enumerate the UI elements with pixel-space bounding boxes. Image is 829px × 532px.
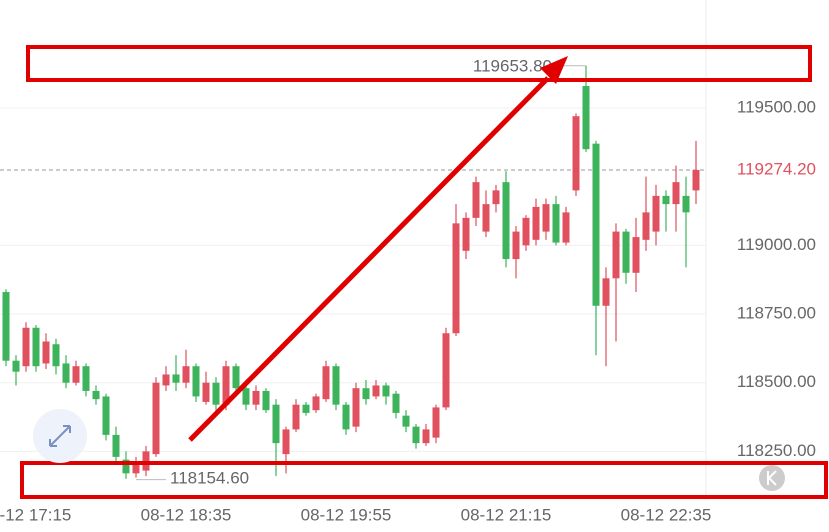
candle-body bbox=[332, 366, 340, 405]
candle-body bbox=[622, 231, 630, 273]
candle-body bbox=[422, 429, 430, 444]
candle-body bbox=[202, 382, 210, 402]
candle-body bbox=[542, 204, 550, 232]
candle-body bbox=[242, 388, 250, 405]
candle-body bbox=[632, 237, 640, 273]
x-tick-label: 08-12 18:35 bbox=[141, 505, 232, 524]
candle-body bbox=[172, 374, 180, 383]
candle-body bbox=[682, 195, 690, 213]
candle-body bbox=[252, 390, 260, 405]
candle-body bbox=[472, 182, 480, 218]
candle-body bbox=[482, 204, 490, 232]
candle-body bbox=[322, 366, 330, 400]
candle-body bbox=[112, 434, 120, 457]
candle-body bbox=[152, 382, 160, 455]
candle-body bbox=[282, 429, 290, 455]
arrow-head bbox=[540, 56, 568, 84]
candle-body bbox=[52, 344, 60, 367]
y-tick-label: 118750.00 bbox=[737, 303, 816, 322]
candle-body bbox=[2, 292, 10, 361]
candle-body bbox=[442, 333, 450, 408]
candle-body bbox=[192, 366, 200, 397]
candle-body bbox=[552, 204, 560, 243]
candle-body bbox=[22, 327, 30, 367]
candle-body bbox=[362, 388, 370, 400]
candle-body bbox=[72, 366, 80, 383]
candle-body bbox=[302, 404, 310, 413]
candle-body bbox=[672, 182, 680, 205]
y-tick-label: 118500.00 bbox=[737, 372, 816, 391]
candle-body bbox=[372, 385, 380, 397]
candle-body bbox=[312, 396, 320, 411]
candle-body bbox=[492, 190, 500, 205]
x-tick-label: 08-12 22:35 bbox=[621, 505, 712, 524]
x-tick-label: 08-12 19:55 bbox=[301, 505, 392, 524]
candle-body bbox=[512, 231, 520, 260]
candle-body bbox=[222, 366, 230, 405]
candle-body bbox=[662, 195, 670, 205]
min-label: 118154.60 bbox=[170, 468, 249, 487]
candle-body bbox=[12, 360, 20, 372]
candle-body bbox=[642, 212, 650, 240]
k-icon bbox=[767, 470, 777, 486]
candle-body bbox=[652, 195, 660, 232]
candle-body bbox=[182, 366, 190, 383]
y-tick-label: 119000.00 bbox=[737, 235, 816, 254]
candle-body bbox=[142, 451, 150, 471]
candle-body bbox=[432, 407, 440, 438]
k-button bbox=[759, 465, 785, 491]
candle-body bbox=[412, 426, 420, 444]
candle-body bbox=[272, 404, 280, 444]
candle-body bbox=[402, 415, 410, 427]
candle-body bbox=[692, 170, 700, 191]
candle-body bbox=[32, 327, 40, 367]
candle-body bbox=[522, 217, 530, 246]
candle-body bbox=[42, 341, 50, 364]
candle-body bbox=[602, 278, 610, 306]
candle-body bbox=[132, 462, 140, 474]
expand-icon bbox=[49, 425, 71, 447]
candle-body bbox=[212, 382, 220, 405]
candle-body bbox=[592, 143, 600, 306]
candle-body bbox=[292, 404, 300, 430]
candle-body bbox=[122, 459, 130, 474]
candle-body bbox=[102, 396, 110, 435]
candle-body bbox=[262, 390, 270, 411]
candle-body bbox=[562, 212, 570, 243]
x-tick-label: 08-12 21:15 bbox=[461, 505, 552, 524]
candle-body bbox=[612, 231, 620, 279]
y-tick-label: 118250.00 bbox=[737, 441, 816, 460]
highlight-box bbox=[26, 45, 812, 82]
candle-body bbox=[352, 388, 360, 427]
candle-body bbox=[582, 85, 590, 150]
candle-body bbox=[502, 182, 510, 260]
arrow-shaft bbox=[188, 76, 550, 442]
candle-body bbox=[62, 363, 70, 383]
candle-body bbox=[162, 374, 170, 386]
candle-body bbox=[382, 385, 390, 397]
candle-body bbox=[232, 366, 240, 389]
candle-body bbox=[92, 390, 100, 400]
candle-body bbox=[572, 116, 580, 191]
max-label: 119653.80 bbox=[473, 56, 552, 75]
candle-body bbox=[532, 206, 540, 240]
candle-body bbox=[342, 404, 350, 430]
candle-body bbox=[392, 393, 400, 413]
y-tick-label: 119500.00 bbox=[737, 97, 816, 116]
candle-body bbox=[82, 366, 90, 391]
candle-body bbox=[452, 223, 460, 334]
x-tick-label: 08-12 17:15 bbox=[0, 505, 71, 524]
highlight-box bbox=[20, 461, 828, 499]
last-price-label: 119274.20 bbox=[737, 159, 816, 178]
candle-body bbox=[462, 217, 470, 251]
